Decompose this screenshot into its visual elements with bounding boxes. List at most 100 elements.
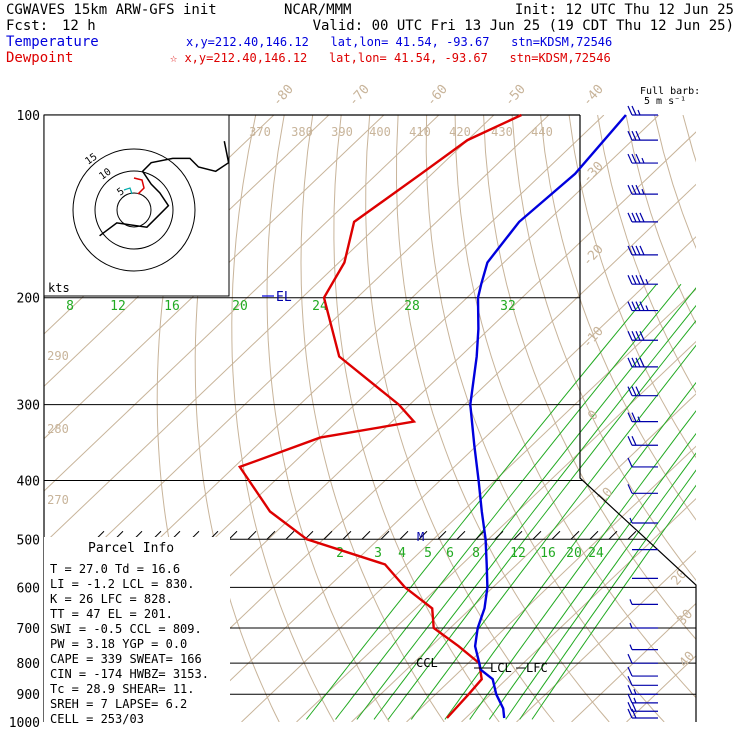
mixing-ratio-line xyxy=(531,484,696,720)
wind-barbs xyxy=(627,105,658,719)
dry-adiabat-line xyxy=(625,115,696,325)
isotherm-line xyxy=(44,115,550,597)
parcel-info-rows: T = 27.0 Td = 16.6LI = -1.2 LCL = 830.K … xyxy=(50,562,209,726)
theta-label: 390 xyxy=(331,125,353,139)
isotherm-line xyxy=(296,340,696,722)
isobar-hatch xyxy=(228,530,238,540)
hodograph-trace xyxy=(99,141,230,237)
valid-time: Valid: 00 UTC Fri 13 Jun 25 (19 CDT Thu … xyxy=(313,18,734,34)
wind-barb-full xyxy=(635,153,641,164)
hodograph-units: kts xyxy=(48,281,70,295)
isotherm-lines xyxy=(44,115,696,722)
pressure-tick-label: 400 xyxy=(17,474,40,489)
isotherm-line xyxy=(351,393,696,722)
isotherm-tick-label: 0 xyxy=(585,408,601,424)
pressure-tick-label: 200 xyxy=(17,292,40,307)
parcel-info-row: T = 27.0 Td = 16.6 xyxy=(50,562,180,576)
wind-barb-full xyxy=(635,245,641,256)
parcel-info-row: PW = 3.18 YGP = 0.0 xyxy=(50,637,187,651)
wind-barb-full xyxy=(635,130,641,141)
wind-barb-full xyxy=(635,212,641,223)
wind-barb-full xyxy=(639,245,645,256)
wind-barb-full xyxy=(635,274,641,285)
wind-barb-full xyxy=(631,153,637,164)
temperature-legend-label: Temperature xyxy=(6,34,99,50)
isotherm-line xyxy=(461,497,696,722)
hodograph-storm-marker xyxy=(133,177,145,195)
wind-barb-full xyxy=(627,130,633,141)
wind-barb-full xyxy=(627,245,633,256)
wind-barb-full xyxy=(631,130,637,141)
temperature-location: x,y=212.40,146.12 lat,lon= 41.54, -93.67… xyxy=(186,35,612,49)
wind-barb-full xyxy=(627,386,633,396)
dry-adiabat-line xyxy=(365,115,555,722)
dry-adiabat-line xyxy=(483,115,696,641)
wind-barb-full xyxy=(627,436,633,446)
hodograph-ring-10 xyxy=(94,170,174,250)
dry-adiabat-lines xyxy=(156,115,740,722)
wind-barb-full xyxy=(631,701,637,712)
wind-barb-half xyxy=(637,416,641,422)
parcel-info-row: SREH = 7 LAPSE= 6.2 xyxy=(50,697,187,711)
wind-barb-full xyxy=(631,212,637,223)
parcel-info-panel: Parcel Info T = 27.0 Td = 16.6LI = -1.2 … xyxy=(44,537,230,726)
wind-barb-full xyxy=(627,412,633,422)
org-label: NCAR/MMM xyxy=(284,2,351,18)
wind-barb-full xyxy=(631,330,637,341)
mixing-ratio-label: 3 xyxy=(374,546,382,561)
wind-barb-full xyxy=(635,184,641,195)
pressure-tick-label: 300 xyxy=(17,399,40,414)
parcel-info-row: CELL = 253/03 xyxy=(50,712,144,726)
mixing-ratio-label: 16 xyxy=(540,546,556,561)
wind-barb-full xyxy=(627,357,633,368)
init-time: Init: 12 UTC Thu 12 Jun 25 xyxy=(515,2,734,18)
wind-barb-full xyxy=(635,386,641,396)
mixing-ratio-label: 4 xyxy=(398,546,406,561)
wind-barb-half xyxy=(629,517,633,524)
dry-adiabat-line xyxy=(540,115,696,521)
wind-barb-full xyxy=(627,153,633,164)
mixing-ratio-label: 24 xyxy=(312,299,328,314)
parcel-info-row: SWI = -0.5 CCL = 809. xyxy=(50,622,202,636)
isobar-hatch xyxy=(551,530,561,540)
hodograph: 5 10 15 kts xyxy=(43,114,230,297)
parcel-info-row: CAPE = 339 SWEAT= 166 xyxy=(50,652,202,666)
parcel-info-row: LI = -1.2 LCL = 830. xyxy=(50,577,195,591)
wind-barb-full xyxy=(627,676,633,686)
isobar-hatch xyxy=(399,530,409,540)
pressure-tick-label: 800 xyxy=(17,657,40,672)
hodograph-ring-5 xyxy=(116,192,152,228)
isotherm-line xyxy=(571,602,696,722)
isotherm-line xyxy=(44,115,495,545)
wind-barb-full xyxy=(627,684,633,695)
theta-label: 410 xyxy=(409,125,431,139)
pressure-tick-label: 600 xyxy=(17,581,40,596)
isobar-hatch xyxy=(589,530,599,540)
dry-adiabat-line xyxy=(266,115,390,722)
wind-barb-half xyxy=(629,599,633,605)
isobar-hatch xyxy=(570,530,580,540)
wind-barb-full xyxy=(631,708,637,719)
isobar-hatch xyxy=(627,530,637,540)
pressure-tick-label: 1000 xyxy=(9,716,40,731)
wind-barb-full xyxy=(627,184,633,195)
wind-barb-full xyxy=(631,245,637,256)
mixing-ratio-label: 16 xyxy=(164,299,180,314)
mixing-ratio-line xyxy=(444,381,696,720)
wind-barb-half xyxy=(629,622,633,629)
barb-legend-title: Full barb: xyxy=(640,86,700,97)
wind-barb-full xyxy=(627,666,633,677)
isotherm-tick-label: 30 xyxy=(675,607,697,629)
mixing-ratio-line xyxy=(387,319,696,720)
mixing-ratio-label: 24 xyxy=(588,546,604,561)
dewpoint-legend-label: Dewpoint xyxy=(6,50,73,66)
dry-adiabat-line xyxy=(395,115,610,722)
dry-adiabat-line xyxy=(712,115,740,722)
wind-barb-half xyxy=(645,278,649,285)
wind-barb-half xyxy=(641,188,645,195)
parcel-info-row: K = 26 LFC = 828. xyxy=(50,592,173,606)
wind-barb-full xyxy=(635,330,641,341)
hodograph-frame xyxy=(43,114,230,297)
